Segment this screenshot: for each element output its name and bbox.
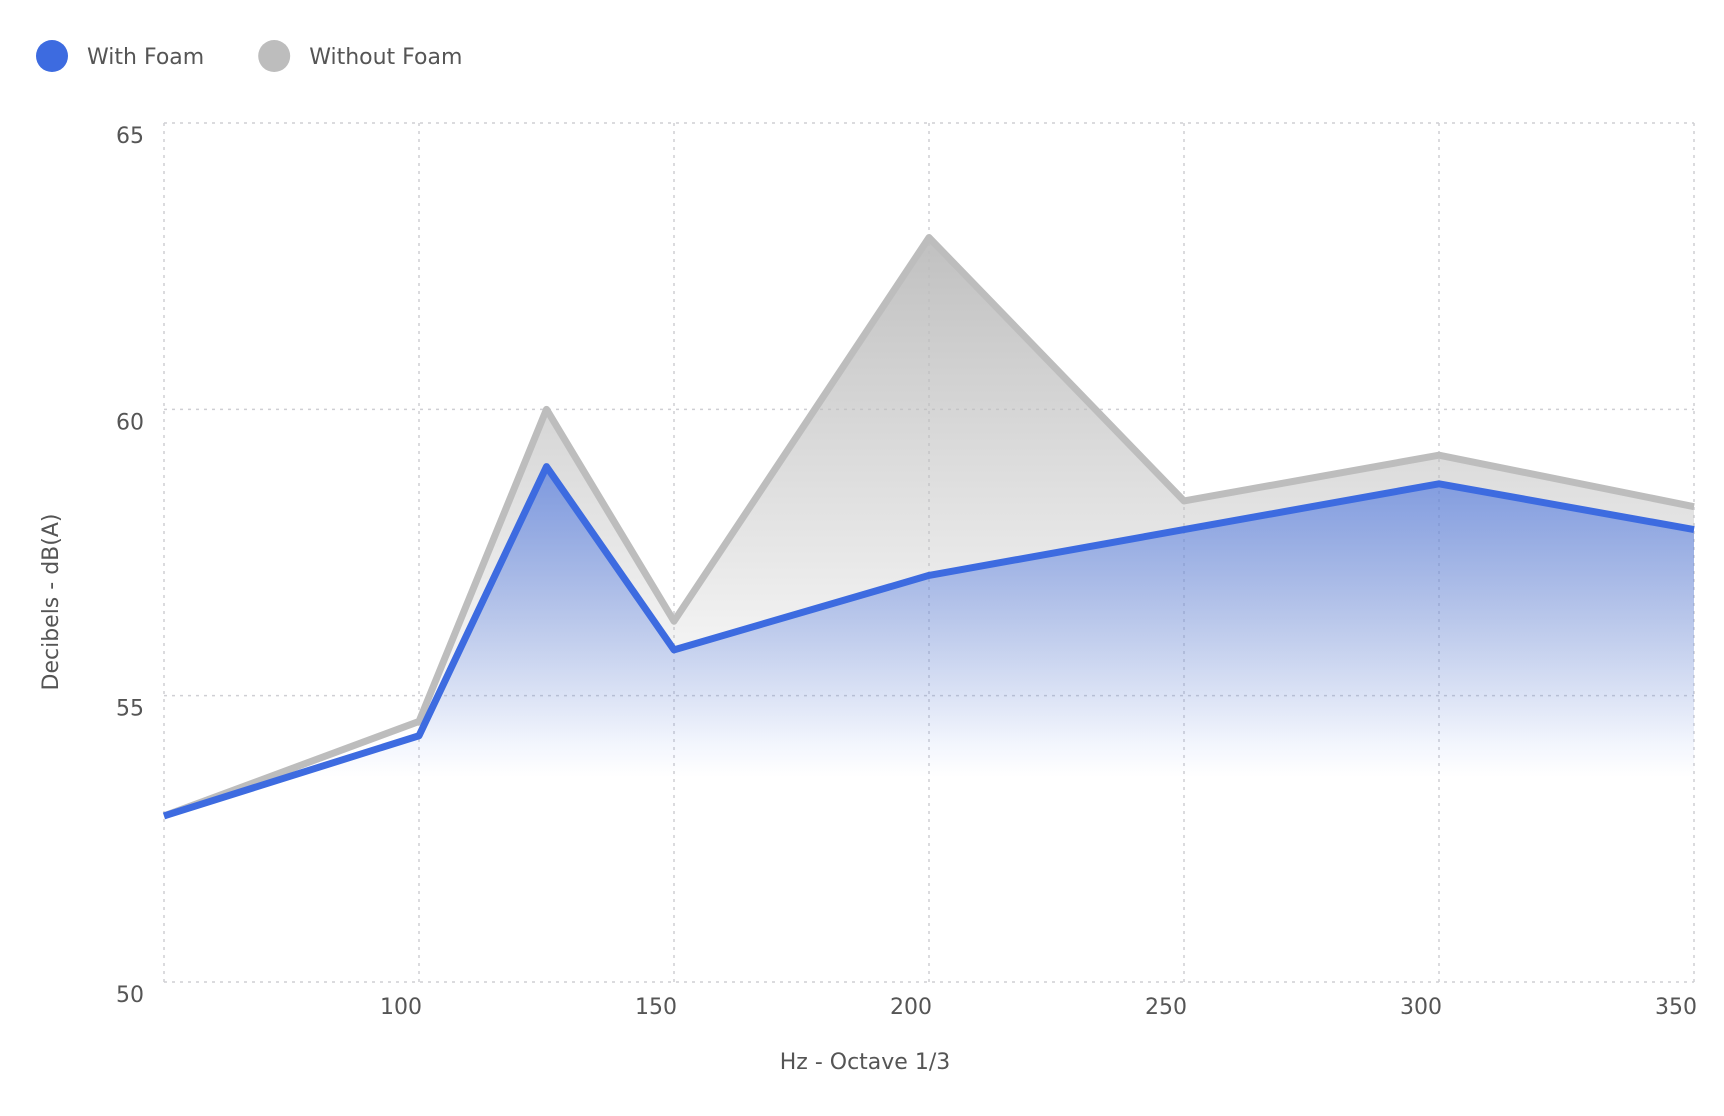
y-tick-label: 50: [116, 983, 144, 1008]
x-tick-label: 200: [890, 995, 932, 1020]
x-tick-label: 100: [380, 995, 422, 1020]
y-tick-label: 55: [116, 697, 144, 722]
legend-marker: [258, 40, 291, 72]
x-tick-label: 250: [1145, 995, 1187, 1020]
legend: With Foam Without Foam: [36, 40, 462, 72]
legend-label: With Foam: [87, 45, 204, 70]
y-tick-label: 65: [116, 124, 144, 149]
series-line: [162, 463, 1695, 820]
y-tick-label: 60: [116, 410, 144, 435]
x-tick-label: 150: [635, 995, 677, 1020]
legend-label: Without Foam: [309, 45, 462, 70]
y-axis-label: Decibels - dB(A): [39, 514, 64, 691]
series-line: [162, 234, 1695, 820]
area-fill: [164, 466, 1694, 832]
legend-marker: [36, 40, 68, 72]
x-axis-label: Hz - Octave 1/3: [780, 1050, 951, 1075]
x-tick-label: 300: [1400, 995, 1442, 1020]
x-tick-label: 350: [1655, 995, 1697, 1020]
